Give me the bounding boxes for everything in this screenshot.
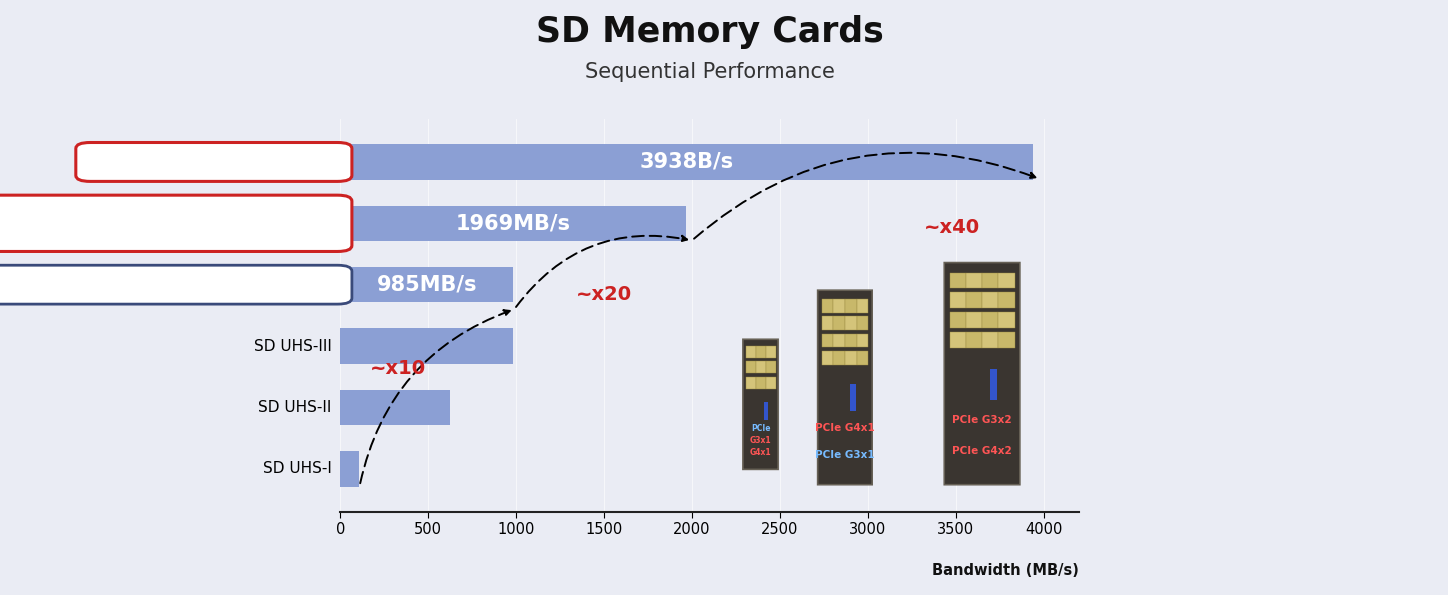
- Bar: [340, 267, 514, 302]
- Bar: [998, 273, 1015, 288]
- Bar: [833, 317, 846, 330]
- Text: PCIe G4x1: PCIe G4x1: [815, 423, 875, 433]
- Text: ~x20: ~x20: [576, 285, 633, 304]
- Text: PCIe G3x1: PCIe G3x1: [815, 450, 875, 460]
- Text: Bandwidth (MB/s): Bandwidth (MB/s): [933, 563, 1079, 578]
- Bar: [846, 351, 857, 365]
- Bar: [950, 293, 966, 308]
- Text: SD Memory Cards: SD Memory Cards: [536, 15, 883, 49]
- Bar: [340, 205, 686, 241]
- Bar: [950, 332, 966, 347]
- Bar: [821, 317, 833, 330]
- Text: PCIe G3x2: PCIe G3x2: [953, 415, 1012, 425]
- Bar: [982, 293, 998, 308]
- Bar: [746, 361, 756, 374]
- Bar: [850, 384, 856, 411]
- Bar: [998, 332, 1015, 347]
- Bar: [340, 144, 1032, 180]
- Bar: [340, 451, 359, 487]
- Bar: [756, 346, 766, 358]
- Bar: [998, 293, 1015, 308]
- Bar: [966, 293, 982, 308]
- Text: SD UHS-III: SD UHS-III: [253, 339, 332, 353]
- Text: SD Express – PCIe G3 x2 (SD8)
microSD Express and SD Express G4 x1 (SD8): SD Express – PCIe G3 x2 (SD8) microSD Ex…: [0, 207, 332, 240]
- Text: ~x40: ~x40: [924, 218, 980, 237]
- Bar: [833, 299, 846, 312]
- Text: 985MB/s: 985MB/s: [376, 275, 478, 295]
- Bar: [982, 312, 998, 328]
- Bar: [756, 361, 766, 374]
- Bar: [746, 377, 756, 389]
- Bar: [821, 351, 833, 365]
- Text: SD Express – PCIe G4 x2 (SD8): SD Express – PCIe G4 x2 (SD8): [97, 155, 332, 170]
- FancyBboxPatch shape: [743, 339, 778, 469]
- Bar: [846, 334, 857, 347]
- Bar: [821, 299, 833, 312]
- Bar: [989, 369, 998, 400]
- Bar: [766, 377, 776, 389]
- Bar: [982, 273, 998, 288]
- Bar: [765, 402, 767, 420]
- Text: SD UHS-I: SD UHS-I: [262, 461, 332, 476]
- Bar: [966, 332, 982, 347]
- Bar: [833, 334, 846, 347]
- Bar: [998, 312, 1015, 328]
- Bar: [966, 273, 982, 288]
- Bar: [950, 273, 966, 288]
- Text: PCIe G4x2: PCIe G4x2: [953, 446, 1012, 456]
- FancyBboxPatch shape: [944, 262, 1019, 485]
- Text: ~x10: ~x10: [371, 359, 426, 378]
- Bar: [857, 334, 869, 347]
- Bar: [982, 332, 998, 347]
- Text: 1969MB/s: 1969MB/s: [456, 214, 571, 233]
- Bar: [340, 390, 450, 425]
- Bar: [950, 312, 966, 328]
- Bar: [857, 299, 869, 312]
- Bar: [846, 299, 857, 312]
- Bar: [846, 317, 857, 330]
- FancyBboxPatch shape: [818, 290, 872, 485]
- Text: G4x1: G4x1: [750, 448, 772, 457]
- Bar: [756, 377, 766, 389]
- Text: Sequential Performance: Sequential Performance: [585, 62, 834, 83]
- Text: SD Express & microSD Express – PCIe G3 x1 (SD7): SD Express & microSD Express – PCIe G3 x…: [0, 277, 332, 292]
- Bar: [746, 346, 756, 358]
- Text: PCIe: PCIe: [750, 424, 770, 433]
- Bar: [340, 328, 514, 364]
- Bar: [833, 351, 846, 365]
- Bar: [966, 312, 982, 328]
- Text: SD UHS-II: SD UHS-II: [258, 400, 332, 415]
- Text: G3x1: G3x1: [750, 436, 772, 445]
- Text: 3938B/s: 3938B/s: [640, 152, 734, 172]
- Bar: [766, 346, 776, 358]
- Bar: [857, 317, 869, 330]
- Bar: [857, 351, 869, 365]
- Bar: [821, 334, 833, 347]
- Bar: [766, 361, 776, 374]
